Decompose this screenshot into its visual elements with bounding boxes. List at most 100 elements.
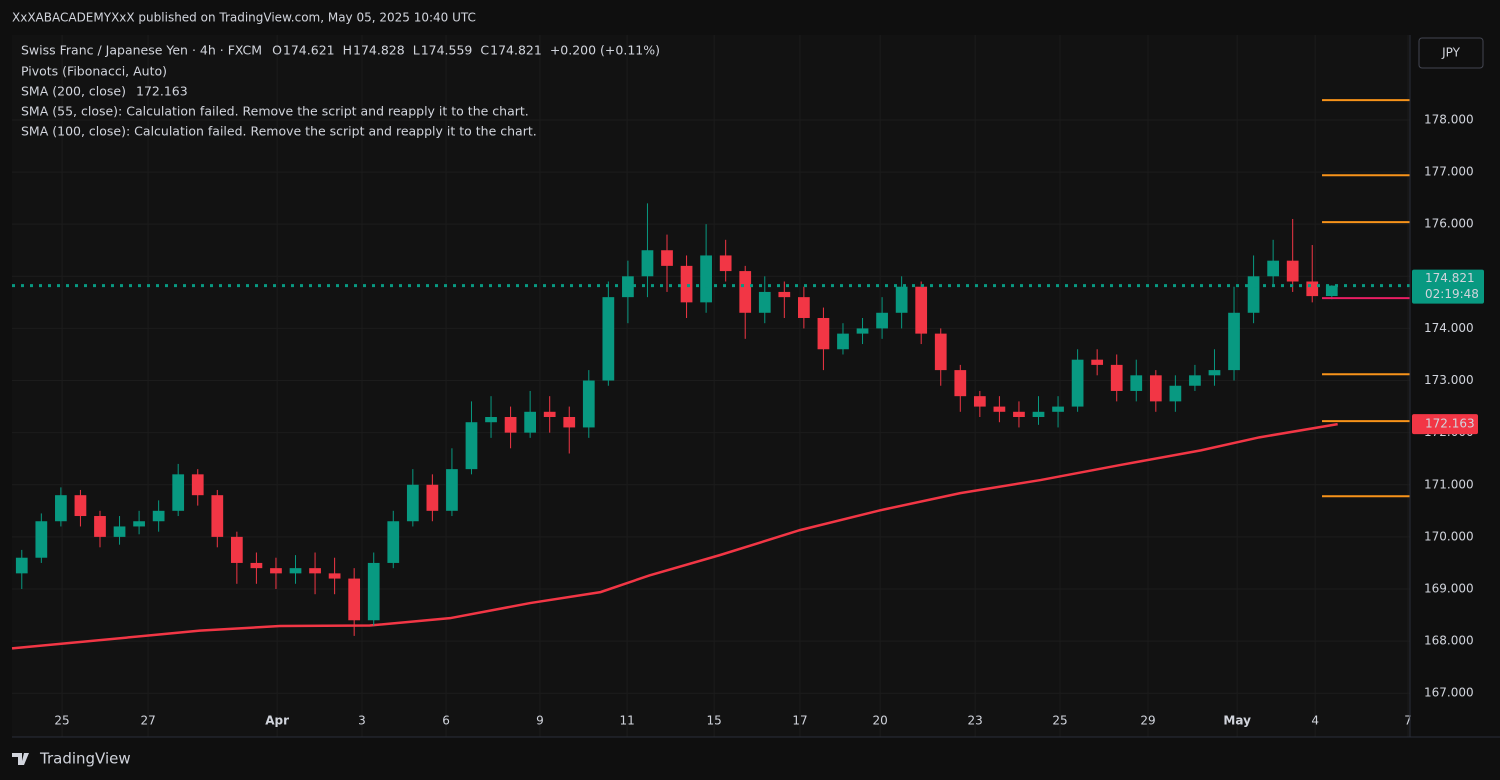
- y-tick-label: 170.000: [1424, 529, 1474, 543]
- candle-body: [876, 312, 888, 329]
- indicator-note: SMA (100, close): Calculation failed. Re…: [21, 124, 537, 139]
- last-price-tag: [1412, 269, 1484, 304]
- tv-logo: [12, 753, 29, 765]
- candle-body: [446, 469, 458, 511]
- candle-body: [1052, 406, 1064, 412]
- x-tick-label: 29: [1140, 714, 1155, 728]
- candle-body: [954, 370, 967, 397]
- ohlc-key: C: [480, 43, 489, 58]
- candle-body: [55, 495, 67, 522]
- x-tick-label: 9: [536, 714, 544, 728]
- x-tick-label: 11: [619, 714, 634, 728]
- marks: [11, 99, 1410, 650]
- candle-body: [1306, 281, 1319, 297]
- candle-body: [504, 417, 517, 433]
- candle-body: [15, 557, 28, 574]
- legend: Swiss Franc / Japanese Yen · 4h · FXCM O 1…: [21, 43, 660, 139]
- ohlc-value: 174.821: [490, 43, 542, 58]
- x-tick-label: 23: [968, 714, 983, 728]
- x-tick-label: 7: [1404, 714, 1412, 728]
- candle-body: [739, 271, 752, 313]
- plot-area: [12, 35, 1410, 737]
- candle-body: [387, 521, 400, 563]
- candle-body: [524, 411, 537, 433]
- x-tick-label: 3: [358, 714, 366, 728]
- candle-body: [348, 578, 361, 621]
- y-tick-label: 169.000: [1424, 581, 1474, 595]
- grid: [12, 35, 1410, 737]
- x-tick-label: 27: [140, 714, 155, 728]
- candle-body: [1286, 260, 1299, 282]
- candle-body: [250, 562, 263, 569]
- candle-body: [35, 521, 48, 558]
- candle-body: [289, 568, 302, 574]
- candle-body: [485, 417, 497, 423]
- candle-body: [309, 568, 321, 574]
- candle-body: [602, 297, 615, 381]
- candle-body: [641, 250, 654, 277]
- candle-body: [1267, 260, 1279, 277]
- countdown: 02:19:48: [1425, 287, 1479, 301]
- candle-body: [191, 474, 204, 496]
- sma-legend: SMA (200, close): [21, 84, 126, 99]
- y-tick-label: 168.000: [1424, 634, 1474, 648]
- currency-box[interactable]: [1418, 37, 1484, 69]
- x-tick-label: 25: [1052, 714, 1067, 728]
- candle-body: [1130, 375, 1143, 391]
- candle-body: [1169, 385, 1182, 402]
- candle-body: [1325, 285, 1338, 297]
- candle-body: [661, 250, 673, 266]
- change: +0.200 (+0.11%): [550, 43, 660, 58]
- candle-body: [1189, 375, 1201, 386]
- candle-body: [778, 291, 791, 298]
- candle-body: [1228, 312, 1240, 371]
- currency[interactable]: JPY: [1441, 46, 1461, 60]
- y-tick-label: 171.000: [1424, 477, 1474, 491]
- x-tick-label: 17: [792, 714, 807, 728]
- candle-body: [1110, 364, 1123, 391]
- candle-body: [270, 568, 282, 574]
- candle-body: [680, 265, 693, 303]
- candle-body: [719, 255, 732, 272]
- y-tick-label: 176.000: [1424, 217, 1474, 231]
- candle-body: [94, 516, 106, 537]
- candle-body: [465, 422, 478, 470]
- x-tick-label: May: [1223, 714, 1251, 728]
- sma-line: [11, 422, 1338, 650]
- ohlc-value: 174.828: [353, 43, 405, 58]
- candle-body: [1013, 411, 1025, 418]
- ohlc-value: 174.559: [421, 43, 473, 58]
- candle-body: [856, 328, 869, 334]
- candle-body: [152, 510, 165, 522]
- candle-body: [915, 286, 928, 334]
- candle-body: [622, 276, 634, 298]
- last-price-label: 174.821: [1425, 271, 1475, 285]
- candle-body: [582, 380, 595, 428]
- ohlc-value: 174.621: [283, 43, 335, 58]
- candle-body: [563, 417, 576, 428]
- candle-body: [172, 474, 185, 511]
- candle-body: [973, 396, 986, 407]
- ohlc-key: O: [272, 43, 282, 58]
- x-tick-label: 15: [706, 714, 721, 728]
- candle-body: [934, 333, 947, 371]
- y-tick-label: 173.000: [1424, 373, 1474, 387]
- candle-body: [758, 291, 771, 313]
- x-tick-label: Apr: [265, 714, 289, 728]
- candle-body: [113, 526, 126, 537]
- candle-body: [230, 536, 243, 563]
- candle-body: [211, 495, 224, 537]
- candle-body: [1208, 370, 1221, 376]
- x-tick-label: 4: [1311, 714, 1319, 728]
- candle-body: [543, 411, 556, 418]
- symbol-title: Swiss Franc / Japanese Yen · 4h · FXCM: [21, 43, 262, 58]
- sma-tag: [1412, 414, 1478, 435]
- candle-body: [1091, 359, 1104, 365]
- candle-body: [74, 495, 87, 517]
- candle-body: [837, 333, 849, 350]
- y-tick-label: 174.000: [1424, 321, 1474, 335]
- axes: 167.000168.000169.000170.000171.000172.0…: [54, 112, 1484, 728]
- candle-body: [426, 484, 439, 511]
